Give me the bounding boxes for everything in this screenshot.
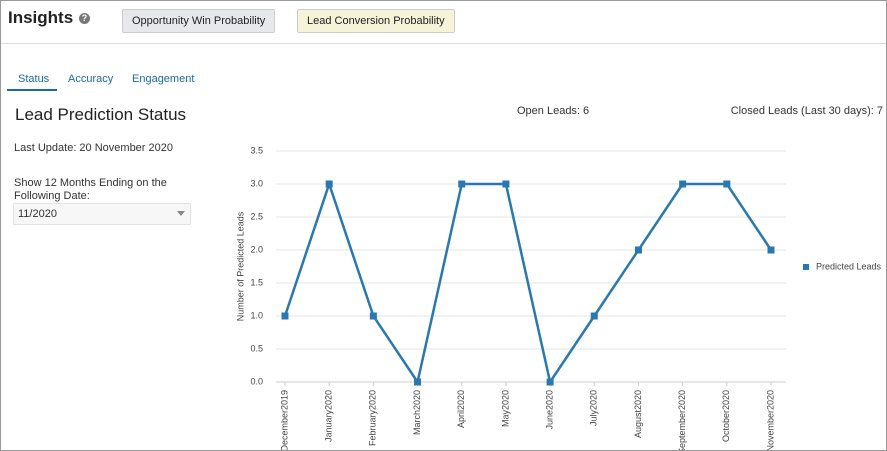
data-point <box>590 312 598 320</box>
tab-button[interactable]: Lead Conversion Probability <box>297 9 455 33</box>
legend-label: Predicted Leads <box>816 261 882 271</box>
help-icon[interactable]: ? <box>79 13 90 24</box>
x-tick-label: August2020 <box>633 390 643 438</box>
panel-title: Lead Prediction Status <box>15 105 187 124</box>
y-tick-label: 1.5 <box>250 277 263 287</box>
x-tick-label: May2020 <box>500 390 510 427</box>
data-point <box>325 180 333 188</box>
x-tick-label: January2020 <box>324 390 334 442</box>
y-tick-label: 3.0 <box>250 178 263 188</box>
x-tick-label: September2020 <box>677 390 687 450</box>
x-tick-label: December2019 <box>279 390 289 450</box>
page-title: Insights <box>8 8 74 27</box>
data-point <box>546 378 554 386</box>
y-tick-label: 2.5 <box>250 211 263 221</box>
x-tick-label: March2020 <box>412 390 422 435</box>
date-value: 11/2020 <box>18 208 57 220</box>
y-tick-label: 0.0 <box>250 376 263 386</box>
y-axis-title: Number of Predicted Leads <box>235 211 245 321</box>
x-tick-label: July2020 <box>589 390 599 426</box>
y-tick-label: 2.0 <box>250 244 263 254</box>
y-tick-label: 0.5 <box>250 343 263 353</box>
dropdown-arrow <box>177 211 185 216</box>
data-point <box>679 180 687 188</box>
data-point <box>723 180 731 188</box>
date-label: Show 12 Months Ending on the Following D… <box>14 177 167 202</box>
y-tick-label: 1.0 <box>250 310 263 320</box>
data-point <box>414 378 422 386</box>
tab[interactable]: Engagement <box>132 73 195 85</box>
divider <box>1 43 886 44</box>
x-tick-label: April2020 <box>456 390 466 428</box>
y-tick-label: 3.5 <box>250 145 263 155</box>
legend-marker <box>803 264 809 270</box>
tab-underline <box>7 89 57 91</box>
closed-leads: Closed Leads (Last 30 days): 7 <box>730 105 883 117</box>
data-point <box>502 180 510 188</box>
tab-button[interactable]: Opportunity Win Probability <box>122 9 276 33</box>
x-tick-label: November2020 <box>765 390 775 450</box>
tab[interactable]: Status <box>18 73 50 85</box>
data-line <box>283 180 773 386</box>
x-tick-label: October2020 <box>721 390 731 442</box>
data-point <box>634 246 642 254</box>
x-tick-label: June2020 <box>544 390 554 430</box>
open-leads: Open Leads: 6 <box>517 105 590 117</box>
data-point <box>458 180 466 188</box>
data-point <box>369 312 377 320</box>
last-update: Last Update: 20 November 2020 <box>14 142 173 154</box>
date-select[interactable]: 11/2020 <box>13 203 191 225</box>
x-tick-label: February2020 <box>368 390 378 446</box>
data-point <box>767 246 775 254</box>
tab[interactable]: Accuracy <box>68 73 114 85</box>
data-point <box>281 312 289 320</box>
